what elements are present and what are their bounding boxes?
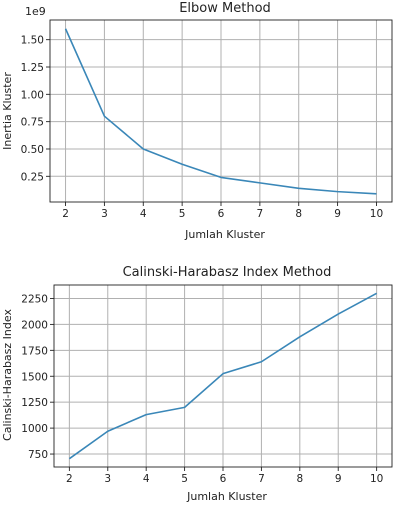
x-tick-label: 5 (181, 473, 188, 485)
x-tick-label: 7 (257, 208, 264, 220)
y-axis-label: Calinski-Harabasz Index (1, 309, 14, 441)
y-tick-label: 1750 (21, 345, 48, 357)
x-tick-label: 8 (296, 473, 303, 485)
x-tick-label: 5 (179, 208, 186, 220)
x-tick-label: 2 (62, 208, 69, 220)
x-tick-label: 7 (258, 473, 265, 485)
x-tick-label: 10 (370, 473, 383, 485)
elbow-chart: Elbow Method 1e9 Jumlah Kluster Inertia … (1, 1, 393, 241)
y-tick-label: 1.00 (21, 89, 44, 101)
x-tick-label: 6 (220, 473, 227, 485)
y-tick-label: 0.25 (21, 171, 44, 183)
x-tick-label: 9 (335, 473, 342, 485)
y-tick-label: 750 (28, 449, 48, 461)
x-tick-label: 10 (370, 208, 383, 220)
y-tick-label: 2250 (21, 293, 48, 305)
y-tick-label: 1.50 (21, 35, 44, 47)
chart-title: Elbow Method (179, 1, 271, 16)
x-tick-label: 4 (140, 208, 147, 220)
x-tick-label: 6 (218, 208, 225, 220)
x-tick-label: 4 (143, 473, 150, 485)
y-axis-label: Inertia Kluster (1, 72, 14, 150)
y-tick-label: 0.75 (21, 117, 44, 129)
y-tick-label: 1500 (21, 371, 48, 383)
x-tick-label: 3 (101, 208, 108, 220)
y-tick-label: 0.50 (21, 144, 44, 156)
y-tick-label: 1.25 (21, 62, 44, 74)
series-line (64, 28, 377, 195)
x-axis-label: Jumlah Kluster (186, 490, 267, 503)
y-axis-offset-text: 1e9 (25, 5, 46, 18)
series-line (68, 292, 378, 460)
x-tick-label: 8 (295, 208, 302, 220)
y-tick-label: 1000 (21, 423, 48, 435)
chart-title: Calinski-Harabasz Index Method (123, 265, 332, 280)
y-tick-label: 1250 (21, 397, 48, 409)
x-tick-label: 2 (66, 473, 73, 485)
x-tick-label: 3 (104, 473, 111, 485)
x-tick-label: 9 (334, 208, 341, 220)
calinski-harabasz-chart: Calinski-Harabasz Index Method Jumlah Kl… (1, 265, 393, 503)
y-tick-label: 2000 (21, 319, 48, 331)
x-axis-label: Jumlah Kluster (184, 228, 265, 241)
